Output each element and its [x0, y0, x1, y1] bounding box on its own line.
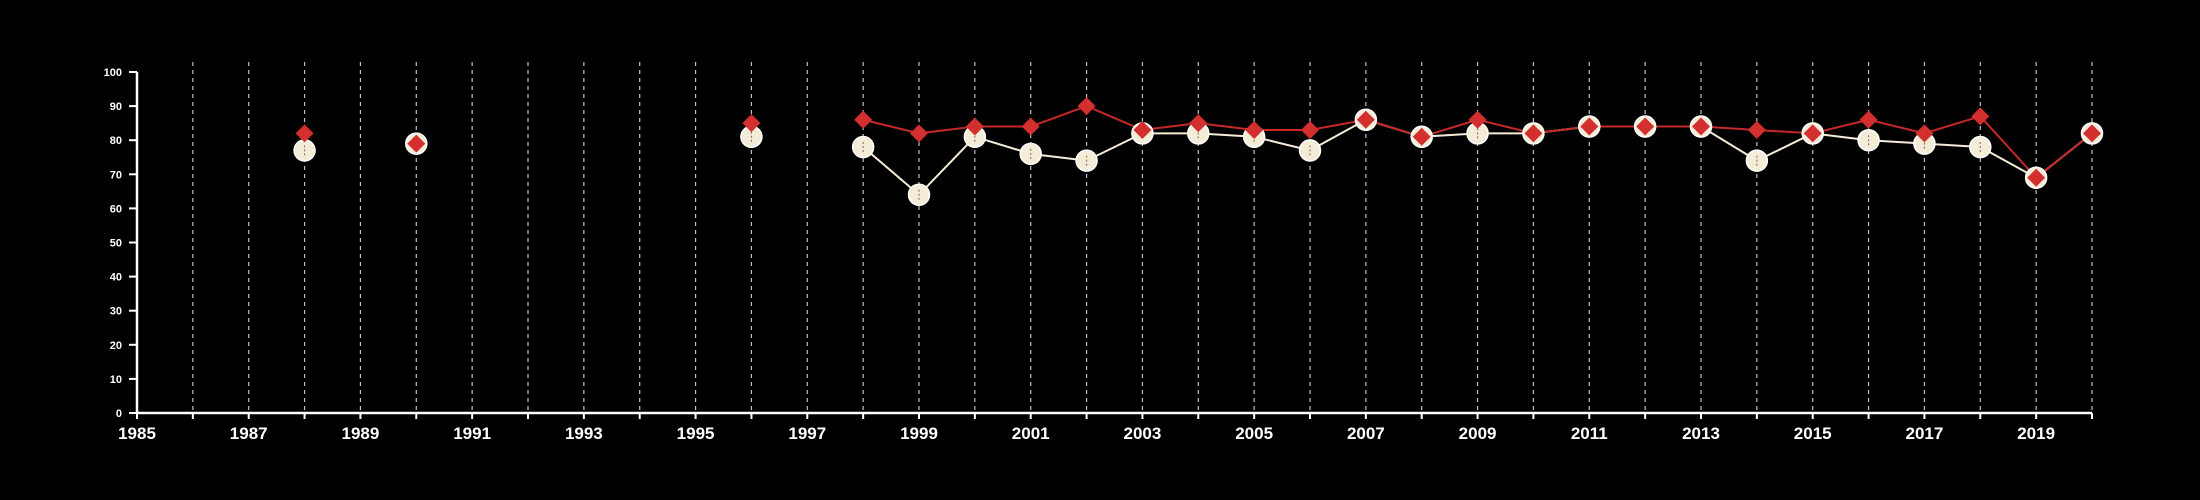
series-b-point [1971, 107, 1990, 126]
series-b-point [854, 110, 873, 129]
series-a-point [907, 183, 931, 207]
x-tick-label: 1999 [900, 424, 938, 443]
x-tick-label: 2005 [1235, 424, 1273, 443]
series-b-point [407, 134, 426, 153]
series-b-line-segment [918, 125, 975, 135]
series-b-point [1301, 120, 1319, 139]
series-a-point [1969, 135, 1992, 159]
series-b-point [1356, 110, 1375, 129]
series-b-point [1133, 120, 1152, 139]
series-b-line-segment [1868, 118, 1925, 135]
y-tick-label: 10 [110, 374, 122, 386]
series-b-point [1524, 124, 1543, 143]
y-tick-label: 30 [110, 306, 122, 318]
series-b-point [1803, 124, 1822, 143]
y-tick-label: 70 [110, 169, 122, 181]
series-b-point [1859, 110, 1878, 129]
series-b-point [2027, 168, 2046, 187]
series-b-point [1468, 110, 1487, 129]
x-tick-label: 2011 [1571, 424, 1608, 443]
x-tick-label: 1989 [342, 424, 380, 443]
y-tick-label: 0 [116, 408, 122, 420]
x-tick-label: 2003 [1124, 424, 1162, 443]
series-a-point [1075, 149, 1098, 172]
x-tick-label: 1995 [677, 424, 715, 443]
y-tick-label: 40 [110, 272, 122, 284]
series-a-point [1745, 149, 1769, 172]
series-b-point [1021, 117, 1040, 136]
series-a-line-segment [918, 136, 976, 196]
x-tick-label: 2009 [1459, 424, 1497, 443]
series-b-point [1692, 117, 1710, 136]
series-a-line-segment [862, 146, 920, 196]
y-tick-label: 90 [110, 101, 122, 113]
series-markers [293, 97, 2104, 207]
series-a-point [851, 135, 875, 159]
x-tick-label: 2001 [1012, 424, 1050, 443]
series-b-line-segment [2035, 132, 2093, 179]
series-a-point [1019, 142, 1042, 166]
x-tick-label: 1991 [453, 424, 491, 443]
series-b-line-segment [1924, 115, 1981, 135]
series-b-point [2083, 124, 2101, 143]
series-b-point [742, 114, 761, 133]
axes: 1985 1987 1989 1991 1993 1995 1997 1999 2001 2003… [104, 67, 2093, 443]
series-b-line-segment [1030, 105, 1087, 128]
x-tick-label: 2007 [1347, 424, 1385, 443]
x-tick-label: 2017 [1906, 424, 1944, 443]
y-tick-label: 50 [110, 238, 122, 250]
series-b-point [1636, 117, 1655, 136]
series-b-point [1189, 114, 1208, 133]
y-tick-label: 100 [104, 67, 122, 79]
series-a-point [293, 139, 316, 162]
series-b-point [1412, 127, 1431, 146]
series-b-point [1077, 97, 1096, 116]
series-b-line-segment [862, 118, 920, 135]
series-b-point [1580, 117, 1599, 136]
series-b-point [910, 124, 928, 143]
x-tick-label: 1985 [118, 424, 156, 443]
series-a-point [1298, 139, 1322, 162]
series-b-point [1747, 120, 1766, 139]
y-tick-label: 80 [110, 135, 122, 147]
x-tick-label: 1993 [565, 424, 603, 443]
x-tick-label: 2015 [1794, 424, 1832, 443]
series-b-point [1915, 124, 1934, 143]
x-tick-label: 2013 [1682, 424, 1720, 443]
series-b-point [295, 124, 314, 143]
x-tick-label: 1987 [230, 424, 268, 443]
series-b-line-segment [1979, 115, 2037, 179]
series-a-point [1857, 128, 1880, 152]
series-b-line-segment [1086, 105, 1143, 131]
series-b-point [1245, 120, 1264, 139]
y-tick-label: 20 [110, 340, 122, 352]
x-tick-label: 1997 [788, 424, 826, 443]
x-tick-label: 2019 [2017, 424, 2055, 443]
series-b-point [965, 117, 984, 136]
series-b-line-segment [1198, 122, 1255, 131]
y-tick-label: 60 [110, 203, 122, 215]
